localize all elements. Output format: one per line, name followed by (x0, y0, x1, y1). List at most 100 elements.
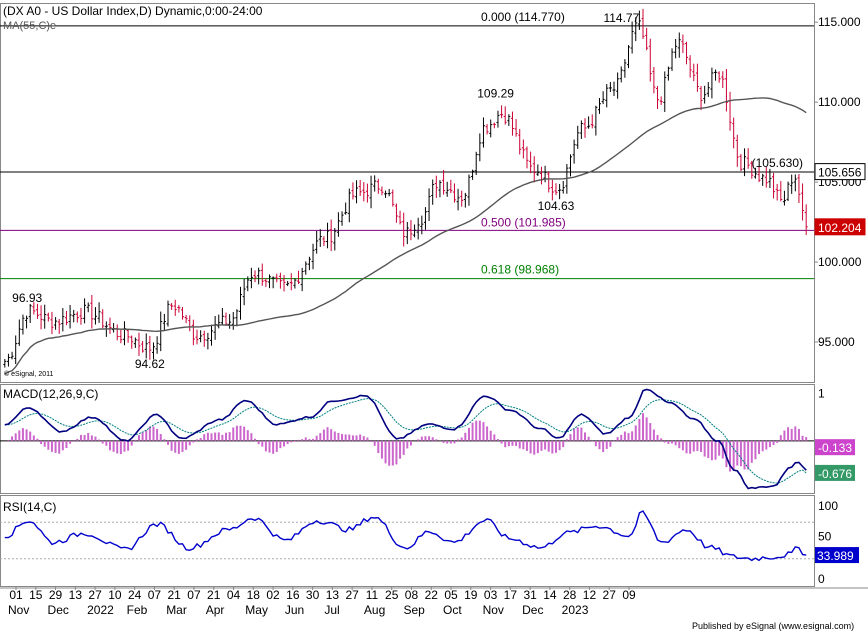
ohlc-bar (318, 229, 322, 247)
x-axis: 01 15 29 13 27 10 24 07 21 07 21 04 18 02 16 30 13 27 11 25… (8, 586, 636, 617)
ohlc-bar (623, 59, 627, 78)
ohlc-bar (427, 188, 431, 222)
ohlc-bar (489, 119, 493, 138)
ohlc-bar (210, 324, 214, 346)
ohlc-bar (173, 299, 177, 316)
x-day-label: 11 (366, 588, 379, 602)
ohlc-bar (590, 114, 594, 129)
ohlc-bar (68, 304, 72, 329)
ohlc-bar (231, 312, 235, 330)
ohlc-bar (739, 154, 743, 171)
ohlc-bar (50, 311, 54, 335)
x-day-label: 21 (207, 588, 221, 602)
y-tick-label: 100.000 (818, 255, 862, 269)
x-day-label: 01 (9, 588, 23, 602)
ohlc-bar (369, 175, 373, 209)
ohlc-bar (750, 160, 754, 179)
ohlc-bar (297, 270, 301, 285)
ohlc-bar (641, 8, 645, 39)
ohlc-bar (423, 207, 427, 230)
y-tick-label: 95.000 (818, 335, 855, 349)
x-day-label: 21 (168, 588, 182, 602)
ohlc-bar (666, 66, 670, 81)
ohlc-bar (155, 336, 159, 354)
y-tick-label: 115.000 (818, 15, 861, 29)
ohlc-bar (757, 166, 761, 183)
ohlc-bar (732, 117, 736, 149)
x-day-label: 15 (29, 588, 43, 602)
ohlc-bar (315, 231, 319, 254)
x-day-label: 27 (603, 588, 617, 602)
x-day-label: 04 (227, 588, 241, 602)
ohlc-bar (561, 181, 565, 194)
ohlc-bar (148, 335, 152, 360)
ohlc-bar (257, 267, 261, 285)
ohlc-bar (772, 172, 776, 199)
ohlc-bar (391, 189, 395, 207)
ohlc-bar (365, 183, 369, 203)
ohlc-bar (695, 63, 699, 92)
x-day-label: 13 (326, 588, 340, 602)
ohlc-bar (17, 319, 21, 346)
ohlc-bar (608, 82, 612, 93)
ohlc-bar (177, 305, 181, 313)
ohlc-bar (239, 286, 243, 320)
ohlc-bar (268, 274, 272, 289)
ohlc-bar (54, 317, 58, 330)
ohlc-bar (293, 278, 297, 289)
ohlc-bar (801, 183, 805, 221)
ohlc-bar (300, 267, 304, 292)
ohlc-bar (627, 45, 631, 69)
ohlc-bar (380, 186, 384, 196)
ohlc-bar (235, 309, 239, 327)
ohlc-bar (340, 211, 344, 226)
ohlc-bar (405, 222, 409, 245)
ohlc-bar (518, 129, 522, 155)
ohlc-bar (376, 178, 380, 194)
ohlc-bar (579, 120, 583, 139)
ohlc-bar (228, 314, 232, 329)
ohlc-bar (217, 314, 221, 329)
pane-border (0, 3, 815, 383)
ohlc-bar (648, 38, 652, 82)
x-month-label: Aug (364, 603, 385, 617)
ohlc-bar (467, 174, 471, 206)
ohlc-bar (170, 303, 174, 310)
x-day-label: 22 (425, 588, 439, 602)
x-month-label: Dec (522, 603, 543, 617)
ohlc-bar (387, 188, 391, 197)
rsi-tag (815, 547, 859, 564)
price-pane: 0.000 (114.770) (105.630) 0.500 (101.985) 0… (0, 8, 866, 375)
ohlc-bar (485, 124, 489, 135)
ohlc-bar (409, 220, 413, 241)
macd-label: MACD(12,26,9,C) (3, 387, 98, 401)
ohlc-bar (64, 310, 68, 326)
ohlc-bar (474, 151, 478, 176)
ohlc-bar (373, 175, 377, 192)
ohlc-bar (619, 66, 623, 83)
fib-level-label: 0.000 (114.770) (481, 10, 565, 24)
chart-title: (DX A0 - US Dollar Index,D) Dynamic,0:00… (3, 4, 263, 18)
ohlc-bar (72, 309, 76, 323)
ohlc-bar (206, 332, 210, 350)
ohlc-bar (83, 298, 87, 324)
ohlc-bar (786, 181, 790, 202)
ohlc-bar (14, 335, 18, 365)
ohlc-bar (199, 330, 203, 343)
ohlc-bar (677, 32, 681, 58)
copyright-label: © eSignal, 2011 (4, 370, 54, 378)
swing-label: 96.93 (12, 291, 42, 305)
x-day-label: 14 (543, 588, 557, 602)
ohlc-bar (768, 168, 772, 189)
ohlc-bar (28, 303, 32, 323)
ohlc-bar (616, 72, 620, 99)
price-bars (3, 8, 808, 368)
ohlc-bar (260, 263, 264, 286)
ohlc-bar (326, 222, 330, 249)
ohlc-bar (481, 117, 485, 148)
x-day-label: 31 (523, 588, 537, 602)
ohlc-bar (191, 319, 195, 346)
ohlc-bar (289, 273, 293, 291)
ohlc-bar (431, 179, 435, 205)
